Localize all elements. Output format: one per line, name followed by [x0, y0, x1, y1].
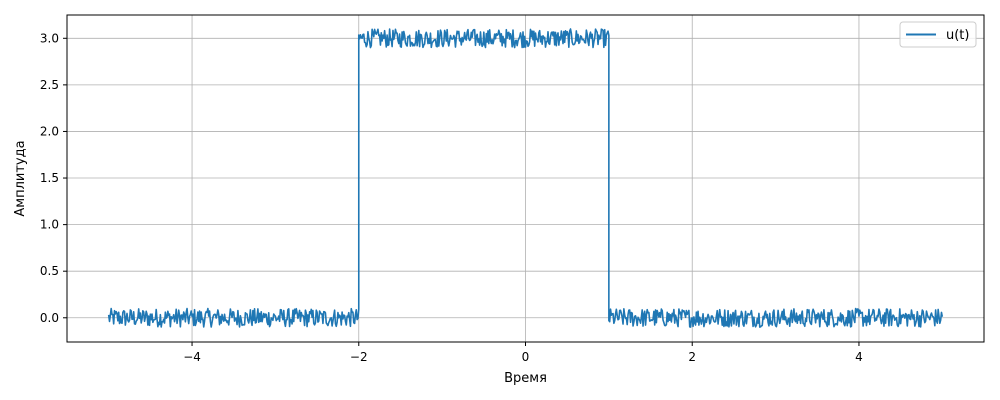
- x-tick-label: 2: [688, 350, 696, 364]
- y-axis-label: Амплитуда: [13, 140, 28, 216]
- x-tick-label: 4: [855, 350, 863, 364]
- series-layer: [107, 28, 944, 328]
- series-line-u-t: [107, 28, 944, 328]
- y-tick-label: 2.0: [40, 124, 59, 138]
- x-tick-label: 0: [522, 350, 530, 364]
- y-tick-label: 2.5: [40, 78, 59, 92]
- legend-label-u-t: u(t): [946, 28, 969, 43]
- legend-box: [899, 21, 977, 48]
- grid-lines: [67, 15, 984, 342]
- x-tick-label: −4: [183, 350, 201, 364]
- x-tick-label: −2: [350, 350, 368, 364]
- y-axis-ticks: 0.0 0.5 1.0 1.5 2.0 2.5 3.0: [40, 31, 67, 325]
- y-tick-label: 0.5: [40, 264, 59, 278]
- legend: u(t): [899, 21, 977, 48]
- x-axis-ticks: −4 −2 0 2 4: [183, 342, 863, 364]
- y-tick-label: 3.0: [40, 31, 59, 45]
- y-tick-label: 1.5: [40, 171, 59, 185]
- y-tick-label: 0.0: [40, 311, 59, 325]
- x-axis-label: Время: [504, 371, 547, 386]
- y-tick-label: 1.0: [40, 218, 59, 232]
